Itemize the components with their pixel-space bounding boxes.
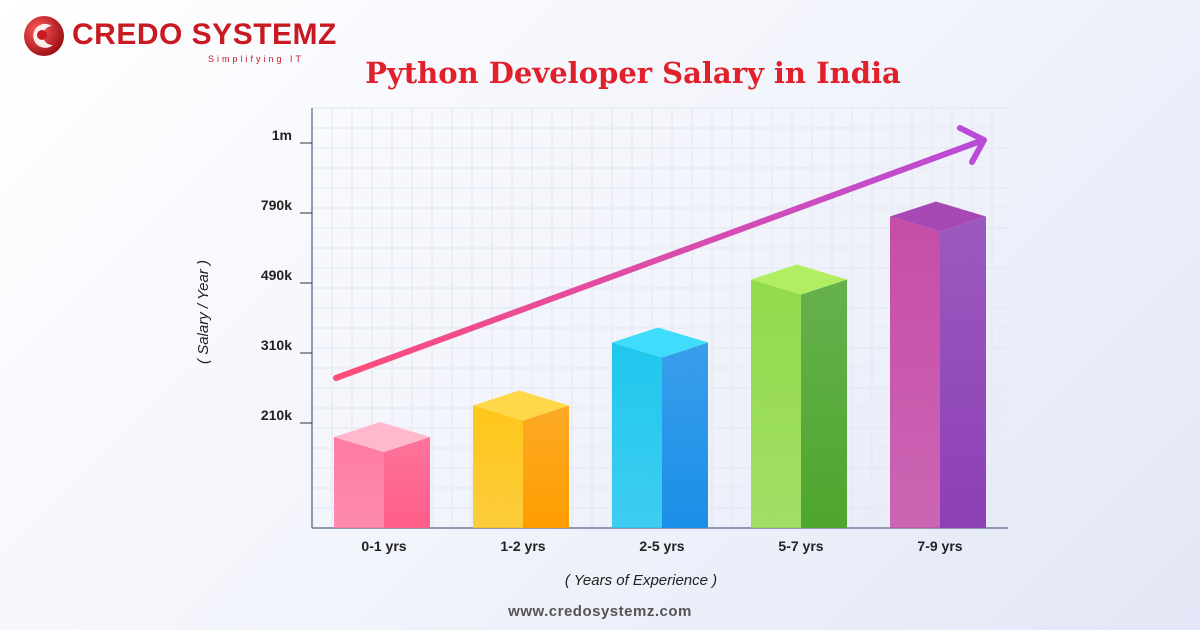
x-tick-label: 2-5 yrs [639,538,684,554]
y-axis-title: ( Salary / Year ) [195,260,212,364]
website-url: www.credosystemz.com [508,603,692,620]
bar-side-face [940,216,986,528]
logo-mark-icon [24,16,64,56]
y-tick-label: 490k [261,267,292,283]
bar-top-face [612,327,708,358]
bar-front-face [334,437,384,528]
bar-side-face [662,342,708,528]
trend-arrow-line [333,139,981,381]
x-tick-label: 0-1 yrs [361,538,406,554]
bar-top-face [334,422,430,452]
x-axis-ticks: 0-1 yrs 1-2 yrs 2-5 yrs 5-7 yrs 7-9 yrs [361,538,962,554]
bar-5-7-yrs [751,264,847,528]
bar-1-2-yrs [473,390,569,528]
brand-name: CREDO SYSTEMZ [72,18,337,51]
bar-side-face [523,405,569,528]
y-axis-ticks: 210k 310k 490k 790k 1m [261,127,312,424]
bar-2-5-yrs [612,327,708,528]
bar-top-face [890,201,986,232]
bar-top-face [473,390,569,421]
bar-7-9-yrs [890,201,986,528]
x-tick-label: 1-2 yrs [500,538,545,554]
x-axis-title: ( Years of Experience ) [565,572,717,589]
bar-front-face [473,405,523,528]
bar-front-face [612,342,662,528]
x-tick-label: 5-7 yrs [778,538,823,554]
bar-front-face [751,279,801,528]
brand-tagline: Simplifying IT [208,54,305,64]
bar-side-face [384,437,430,528]
chart-title: Python Developer Salary in India [365,56,901,90]
y-tick-label: 310k [261,337,292,353]
x-tick-label: 7-9 yrs [917,538,962,554]
y-tick-label: 790k [261,197,292,213]
bar-0-1-yrs [334,422,430,528]
bar-side-face [801,279,847,528]
trend-arrow [333,125,987,381]
y-tick-label: 1m [272,127,292,143]
bar-front-face [890,216,940,528]
trend-arrow-head [957,125,987,165]
bar-top-face [751,264,847,295]
chart-bars [334,201,986,528]
y-tick-label: 210k [261,407,292,423]
credo-logo: CREDO SYSTEMZ Simplifying IT [22,14,336,64]
